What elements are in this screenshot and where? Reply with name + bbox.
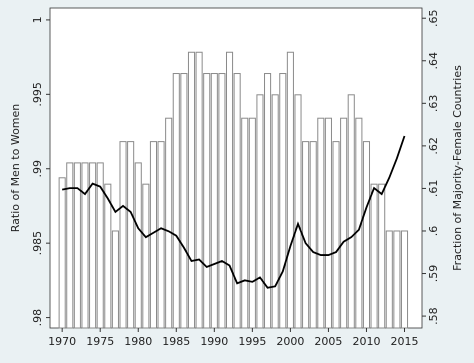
- x-tick-label: 2010: [352, 335, 380, 348]
- x-tick-label: 2000: [276, 335, 304, 348]
- y-tick-label: .995: [31, 82, 44, 107]
- y2-tick-label: .6: [427, 226, 440, 237]
- bar: [241, 117, 249, 329]
- bar: [165, 117, 173, 329]
- y2-tick-label: .58: [427, 307, 440, 325]
- bar: [309, 141, 317, 329]
- y2-tick-label: .59: [427, 265, 440, 283]
- x-tick-label: 1975: [86, 335, 114, 348]
- bar: [157, 141, 165, 329]
- bar: [187, 51, 196, 329]
- bar: [225, 51, 234, 329]
- x-tick-label: 1980: [124, 335, 152, 348]
- line: [61, 135, 406, 289]
- bar: [302, 141, 310, 329]
- bar: [195, 51, 203, 329]
- bar: [378, 183, 386, 329]
- bar: [119, 141, 127, 329]
- bar: [271, 94, 279, 329]
- bar: [104, 183, 112, 329]
- bar: [89, 162, 97, 329]
- bar: [172, 73, 180, 329]
- bar: [180, 73, 188, 329]
- bar: [370, 183, 378, 329]
- bar: [81, 162, 89, 329]
- bar: [385, 230, 393, 329]
- y2-tick-label: .61: [427, 180, 440, 198]
- bar: [73, 162, 81, 329]
- bar: [111, 230, 119, 329]
- y2-tick-label: .64: [427, 52, 440, 70]
- y-axis-title: Ratio of Men to Women: [9, 104, 22, 233]
- y-tick-label: .99: [31, 160, 44, 178]
- bar: [279, 73, 287, 329]
- bar: [347, 94, 355, 329]
- x-tick-label: 1990: [200, 335, 228, 348]
- bar: [248, 117, 256, 329]
- x-tick-label: 2015: [391, 335, 419, 348]
- x-tick-label: 1995: [238, 335, 266, 348]
- bar: [210, 73, 218, 329]
- bar: [58, 177, 66, 329]
- bar: [66, 162, 74, 329]
- y2-tick-label: .62: [427, 137, 440, 155]
- bar: [324, 117, 332, 329]
- y-tick-label: 1: [31, 16, 44, 23]
- y-tick-label: .98: [31, 309, 44, 327]
- bar: [393, 230, 401, 329]
- bar: [362, 141, 371, 329]
- bar: [400, 230, 409, 329]
- bar: [340, 117, 348, 329]
- x-tick-label: 1970: [48, 335, 76, 348]
- bar: [233, 73, 241, 329]
- bar: [264, 73, 272, 329]
- x-tick-label: 1985: [162, 335, 190, 348]
- bar: [256, 94, 264, 329]
- bar: [286, 51, 294, 329]
- bar: [317, 117, 325, 329]
- bar: [127, 141, 135, 329]
- x-tick-label: 2005: [314, 335, 342, 348]
- y2-tick-label: .65: [427, 9, 440, 27]
- y-tick-label: .985: [31, 231, 44, 256]
- bar: [142, 183, 150, 329]
- bar: [294, 94, 302, 329]
- bar: [134, 162, 142, 329]
- bar: [332, 141, 340, 329]
- y2-tick-label: .63: [427, 95, 440, 113]
- bar: [203, 73, 211, 329]
- y2-axis-title: Fraction of Majority-Female Countries: [451, 65, 464, 271]
- bar: [218, 73, 226, 329]
